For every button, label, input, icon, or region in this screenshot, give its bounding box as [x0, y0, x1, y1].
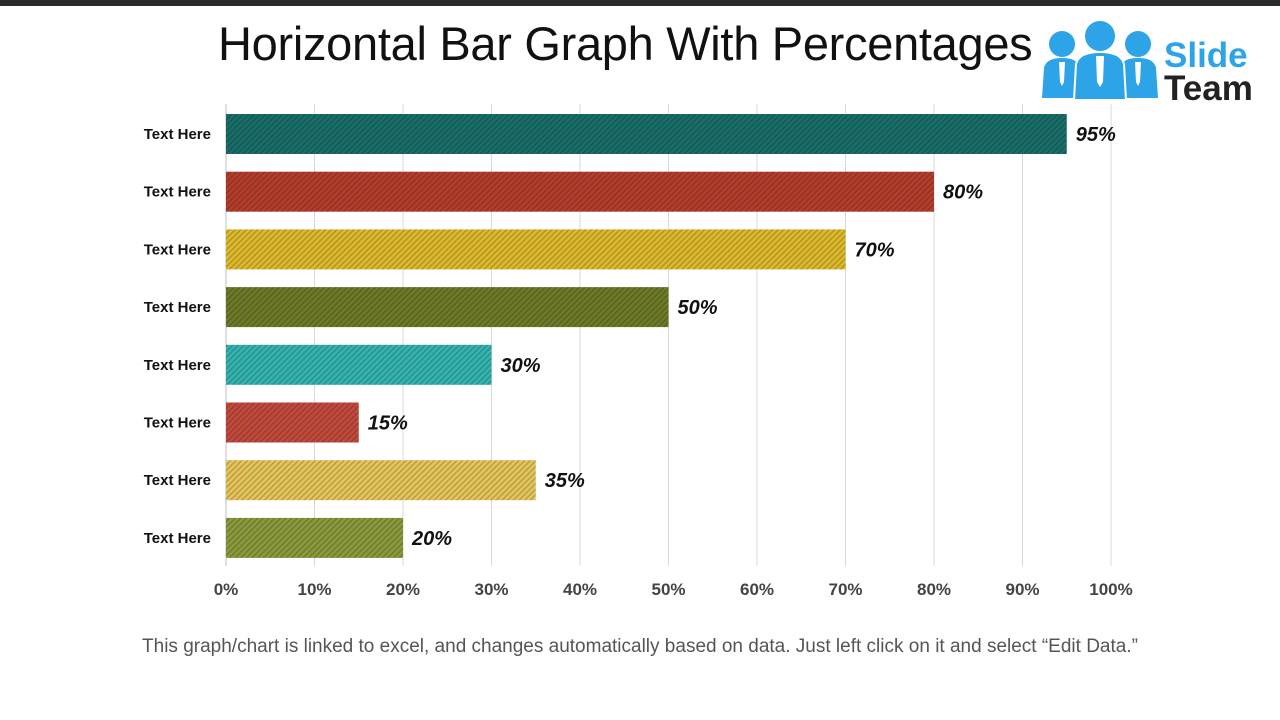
bars: [226, 114, 1067, 558]
x-tick-label: 20%: [386, 580, 420, 599]
data-label: 80%: [943, 182, 983, 204]
data-label: 15%: [368, 413, 408, 435]
x-tick-label: 100%: [1089, 580, 1132, 599]
top-band: [0, 0, 1280, 6]
people-group-icon: [1042, 19, 1158, 101]
category-label: Text Here: [144, 530, 211, 547]
bar: [226, 344, 492, 385]
logo-word-team: Team: [1164, 69, 1253, 108]
bar: [226, 402, 359, 443]
category-label: Text Here: [144, 415, 211, 432]
slideteam-logo: Slide Team: [1040, 16, 1280, 106]
category-label: Text Here: [144, 184, 211, 201]
bar: [226, 114, 1067, 154]
x-tick-label: 90%: [1005, 580, 1039, 599]
data-label: 70%: [855, 239, 895, 261]
data-label: 30%: [501, 355, 541, 377]
bar: [226, 171, 934, 212]
bar: [226, 287, 669, 328]
bar: [226, 229, 846, 270]
category-label: Text Here: [144, 472, 211, 489]
bar: [226, 517, 403, 558]
x-tick-label: 40%: [563, 580, 597, 599]
data-label: 95%: [1076, 124, 1116, 146]
logo-word-slide: Slide: [1164, 36, 1248, 75]
x-tick-label: 60%: [740, 580, 774, 599]
data-label: 50%: [678, 297, 718, 319]
x-tick-label: 30%: [474, 580, 508, 599]
x-tick-label: 10%: [297, 580, 331, 599]
category-label: Text Here: [144, 357, 211, 374]
x-tick-label: 0%: [214, 580, 239, 599]
data-label: 20%: [411, 528, 452, 550]
category-label: Text Here: [144, 241, 211, 258]
x-tick-label: 50%: [651, 580, 685, 599]
footnote: This graph/chart is linked to excel, and…: [142, 636, 1138, 657]
category-label: Text Here: [144, 126, 211, 143]
x-tick-label: 70%: [828, 580, 862, 599]
chart-labels: 0% 10% 20% 30% 40% 50% 60% 70% 80% 90% 100% Text He…: [144, 124, 1133, 599]
horizontal-bar-chart: 0% 10% 20% 30% 40% 50% 60% 70% 80% 90% 100% Text He…: [144, 104, 1133, 599]
bar: [226, 460, 536, 501]
category-label: Text Here: [144, 299, 211, 316]
slide-title: Horizontal Bar Graph With Percentages: [218, 17, 1033, 70]
data-label: 35%: [545, 470, 585, 492]
x-tick-label: 80%: [917, 580, 951, 599]
